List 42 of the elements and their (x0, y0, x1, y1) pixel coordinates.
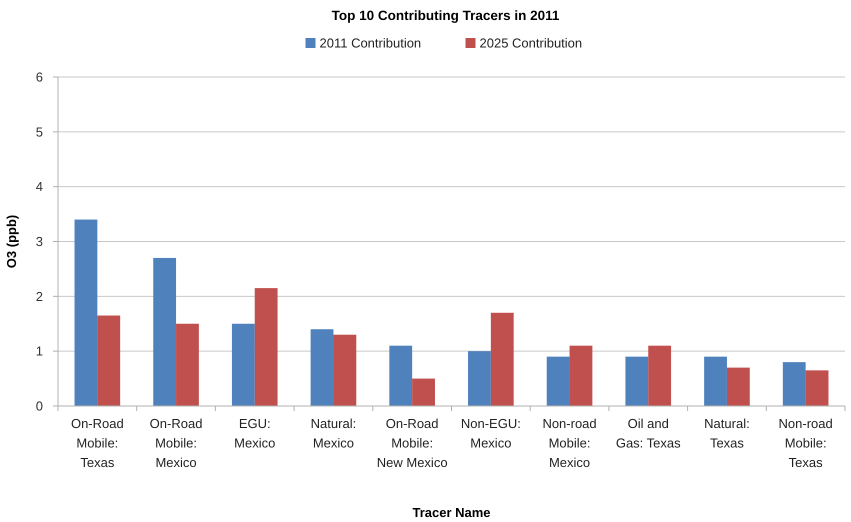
y-tick-label: 6 (36, 70, 43, 85)
bar (176, 324, 199, 406)
legend-label: 2025 Contribution (480, 36, 582, 51)
x-axis-title: Tracer Name (412, 505, 491, 520)
x-tick-label: On-Road Mobile: New Mexico (376, 416, 448, 470)
x-tick-label: EGU: Mexico (234, 416, 276, 450)
bar (153, 258, 176, 406)
bar (412, 378, 435, 406)
legend-label: 2011 Contribution (320, 36, 422, 51)
bar (806, 370, 828, 406)
bar (782, 362, 806, 406)
x-tick-label: Non-EGU: Mexico (460, 416, 521, 450)
bar (648, 346, 672, 406)
y-tick-label: 0 (36, 398, 43, 414)
y-tick-label: 4 (36, 179, 43, 194)
x-tick-label: On-Road Mobile: Texas (70, 416, 124, 470)
bar (468, 351, 491, 406)
chart-title: Top 10 Contributing Tracers in 2011 (332, 8, 560, 23)
x-tick-label: Natural: Mexico (310, 416, 356, 450)
bar (232, 324, 255, 406)
x-tick-label: On-Road Mobile: Mexico (150, 416, 202, 470)
bar (97, 316, 120, 406)
bar (389, 346, 412, 406)
x-tick-label: Oil and Gas: Texas (616, 416, 682, 450)
y-tick-label: 1 (36, 344, 43, 359)
y-tick-label: 3 (36, 234, 43, 250)
bar (625, 356, 648, 406)
x-tick-label: Non-road Mobile: Texas (778, 416, 833, 470)
bar (570, 346, 592, 406)
y-tick-label: 5 (36, 124, 43, 140)
bar (490, 312, 514, 406)
bar (546, 356, 570, 406)
bar (333, 334, 356, 406)
y-axis-title: O3 (ppb) (4, 214, 19, 268)
bar (726, 368, 750, 406)
bar (310, 329, 334, 406)
bar (74, 220, 98, 406)
x-tick-label: Natural: Texas (704, 416, 750, 450)
bar (254, 288, 278, 406)
y-tick-label: 2 (36, 288, 43, 304)
bar (704, 356, 727, 406)
x-tick-label: Non-road Mobile: Mexico (542, 416, 597, 470)
